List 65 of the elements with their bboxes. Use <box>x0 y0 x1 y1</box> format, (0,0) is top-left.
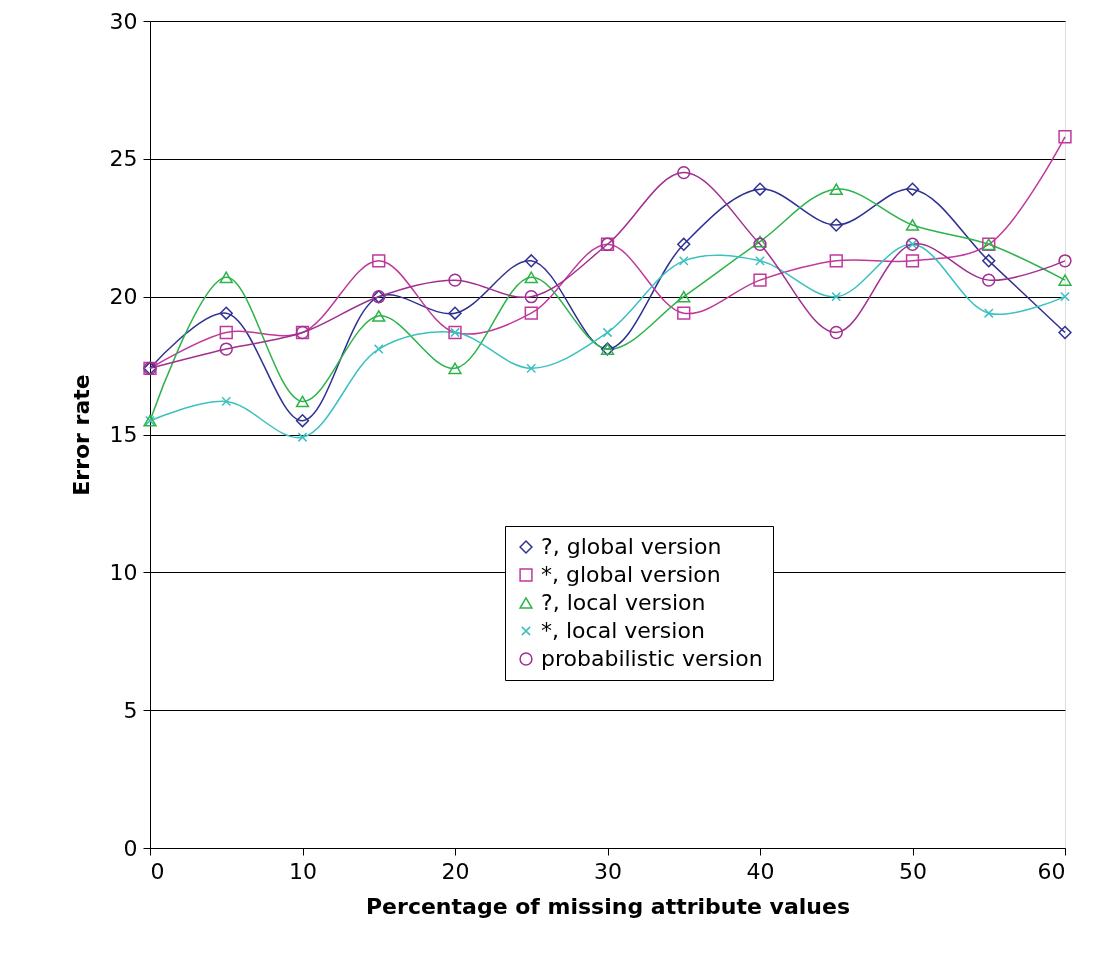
y-tick-label: 10 <box>109 559 138 585</box>
point <box>677 306 691 320</box>
legend-label: *, local version <box>541 618 705 643</box>
point <box>983 308 994 319</box>
legend-label: *, global version <box>541 562 721 587</box>
point <box>524 254 538 268</box>
point <box>905 254 920 268</box>
point <box>373 344 384 354</box>
x-tick-label: 20 <box>441 858 470 884</box>
point <box>753 273 767 287</box>
point <box>372 254 386 268</box>
point <box>297 432 308 443</box>
x-axis-title: Percentage of missing attribute values <box>366 893 850 919</box>
point <box>829 325 843 340</box>
point <box>829 218 843 232</box>
point <box>1058 254 1072 268</box>
x-tick-label: 0 <box>150 858 165 884</box>
point <box>448 362 462 375</box>
x-tick-label: 30 <box>594 858 622 884</box>
point <box>982 273 996 287</box>
point <box>1058 274 1072 286</box>
point <box>677 237 691 251</box>
point <box>677 165 691 180</box>
x-tick-label: 10 <box>289 858 317 884</box>
x-tick-label: 40 <box>746 858 775 884</box>
point <box>372 310 386 322</box>
point <box>905 182 920 196</box>
point <box>219 325 233 340</box>
point <box>524 271 538 284</box>
point <box>829 254 843 268</box>
point <box>1058 325 1072 340</box>
point <box>829 183 843 196</box>
point <box>448 273 462 287</box>
legend-label: ?, global version <box>541 534 722 559</box>
point <box>755 255 765 266</box>
point <box>1058 130 1072 144</box>
y-tick-label: 5 <box>123 697 138 723</box>
point <box>602 327 613 338</box>
x-tick-label: 60 <box>1037 858 1066 884</box>
y-tick-label: 25 <box>109 146 138 172</box>
point <box>219 271 233 284</box>
point <box>831 291 842 302</box>
legend-label: ?, local version <box>541 590 706 615</box>
point <box>219 342 233 356</box>
point <box>524 290 538 304</box>
point <box>524 306 538 320</box>
point <box>753 182 767 196</box>
y-tick-label: 30 <box>109 8 138 34</box>
point <box>221 396 232 407</box>
legend-label: probabilistic version <box>541 646 763 671</box>
point <box>219 306 233 320</box>
y-axis-title: Error rate <box>68 374 94 496</box>
point <box>982 254 996 268</box>
point <box>448 306 462 320</box>
x-tick-label: 50 <box>899 858 927 884</box>
point <box>678 255 689 266</box>
point <box>1060 291 1070 302</box>
y-tick-label: 0 <box>123 835 138 861</box>
point <box>295 414 310 428</box>
point <box>905 219 920 231</box>
point <box>677 290 691 303</box>
y-tick-label: 20 <box>109 284 138 310</box>
point <box>295 395 310 408</box>
y-tick-label: 15 <box>109 422 138 447</box>
point <box>526 363 537 374</box>
